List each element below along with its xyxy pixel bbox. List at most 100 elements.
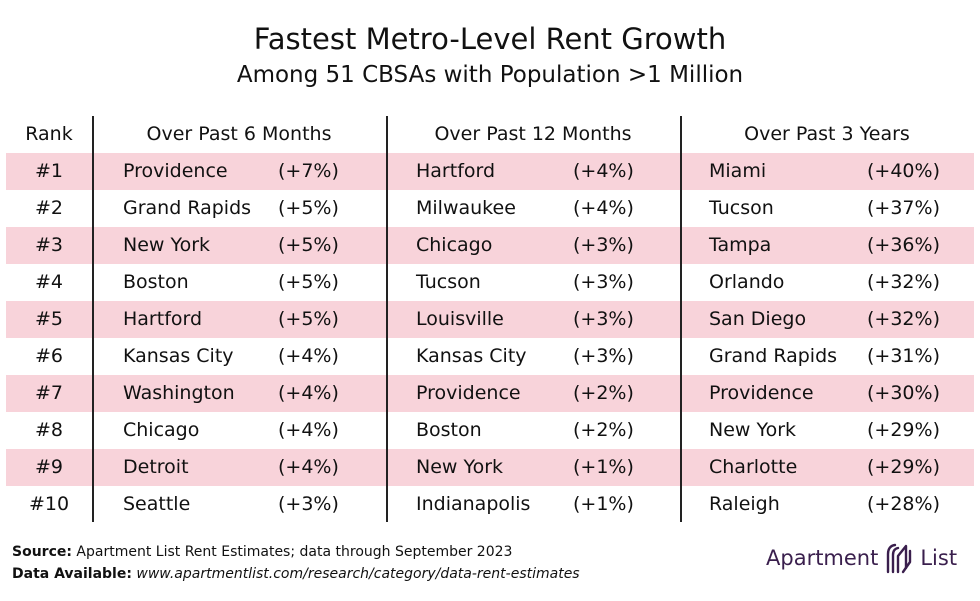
- table-row: #7 Washington (+4%) Providence (+2%) Providen…: [6, 375, 974, 412]
- rank-cell: #6: [34, 345, 63, 367]
- three-year-city: Charlotte: [709, 456, 798, 478]
- rent-growth-table: Rank Over Past 6 Months Over Past 12 Mon…: [6, 116, 974, 523]
- three-year-change: (+36%): [867, 234, 940, 256]
- three-year-change: (+40%): [867, 160, 940, 182]
- rank-cell: #9: [34, 456, 63, 478]
- twelve-month-city: Milwaukee: [416, 197, 516, 219]
- rank-cell: #4: [34, 271, 63, 293]
- rank-cell: #1: [34, 160, 63, 182]
- source-line: Source: Apartment List Rent Estimates; d…: [12, 544, 512, 560]
- chart-subtitle: Among 51 CBSAs with Population >1 Millio…: [236, 62, 744, 88]
- twelve-month-city: Louisville: [416, 308, 504, 330]
- table-row: #3 New York (+5%) Chicago (+3%) Tampa (+36%): [6, 227, 974, 264]
- three-year-change: (+32%): [867, 308, 940, 330]
- six-month-change: (+3%): [278, 493, 339, 515]
- twelve-month-change: (+3%): [573, 234, 634, 256]
- column-divider: [92, 116, 94, 522]
- twelve-month-change: (+2%): [573, 382, 634, 404]
- table-row: #1 Providence (+7%) Hartford (+4%) Miami (+40%…: [6, 153, 974, 190]
- six-month-change: (+4%): [278, 382, 339, 404]
- table-header-row: Rank Over Past 6 Months Over Past 12 Mon…: [6, 116, 974, 153]
- six-month-change: (+5%): [278, 271, 339, 293]
- table-body: #1 Providence (+7%) Hartford (+4%) Miami (+40%…: [6, 153, 974, 523]
- twelve-month-change: (+3%): [573, 271, 634, 293]
- twelve-month-change: (+2%): [573, 419, 634, 441]
- rank-cell: #7: [34, 382, 63, 404]
- six-month-city: Chicago: [123, 419, 200, 441]
- rank-cell: #10: [28, 493, 70, 515]
- table-row: #4 Boston (+5%) Tucson (+3%) Orlando (+32%): [6, 264, 974, 301]
- three-year-change: (+30%): [867, 382, 940, 404]
- twelve-month-change: (+3%): [573, 308, 634, 330]
- six-month-city: Kansas City: [123, 345, 234, 367]
- twelve-month-change: (+3%): [573, 345, 634, 367]
- data-available-line: Data Available: www.apartmentlist.com/re…: [12, 566, 580, 582]
- twelve-month-change: (+1%): [573, 456, 634, 478]
- three-year-change: (+37%): [867, 197, 940, 219]
- table-row: #8 Chicago (+4%) Boston (+2%) New York (+29%): [6, 412, 974, 449]
- twelve-month-city: Hartford: [416, 160, 496, 182]
- data-url: www.apartmentlist.com/research/category/…: [136, 566, 580, 582]
- three-year-city: San Diego: [709, 308, 807, 330]
- table-row: #9 Detroit (+4%) New York (+1%) Charlotte (+29…: [6, 449, 974, 486]
- six-month-change: (+5%): [278, 234, 339, 256]
- six-month-city: Seattle: [123, 493, 191, 515]
- logo-word-apartment: Apartment: [766, 546, 879, 570]
- table-row: #2 Grand Rapids (+5%) Milwaukee (+4%) Tucson (…: [6, 190, 974, 227]
- six-month-change: (+7%): [278, 160, 339, 182]
- logo-word-list: List: [920, 546, 958, 570]
- six-month-change: (+4%): [278, 419, 339, 441]
- header-three-years: Over Past 3 Years: [744, 123, 910, 145]
- twelve-month-city: New York: [416, 456, 504, 478]
- six-month-change: (+4%): [278, 456, 339, 478]
- header-six-months: Over Past 6 Months: [146, 123, 332, 145]
- three-year-city: Grand Rapids: [709, 345, 838, 367]
- header-rank: Rank: [25, 123, 73, 145]
- twelve-month-city: Tucson: [416, 271, 481, 293]
- six-month-city: New York: [123, 234, 211, 256]
- rank-cell: #5: [34, 308, 63, 330]
- three-year-change: (+28%): [867, 493, 940, 515]
- six-month-city: Washington: [123, 382, 235, 404]
- table-row: #10 Seattle (+3%) Indianapolis (+1%) Raleigh (…: [6, 486, 974, 523]
- three-year-city: Providence: [709, 382, 814, 404]
- three-year-change: (+29%): [867, 419, 940, 441]
- three-year-change: (+29%): [867, 456, 940, 478]
- six-month-change: (+5%): [278, 308, 339, 330]
- six-month-city: Boston: [123, 271, 189, 293]
- twelve-month-city: Boston: [416, 419, 482, 441]
- three-year-city: Raleigh: [709, 493, 780, 515]
- apartment-list-logo-icon: [887, 543, 912, 574]
- table-row: #6 Kansas City (+4%) Kansas City (+3%) Grand …: [6, 338, 974, 375]
- twelve-month-city: Kansas City: [416, 345, 527, 367]
- three-year-city: New York: [709, 419, 797, 441]
- six-month-city: Providence: [123, 160, 228, 182]
- column-divider: [386, 116, 388, 522]
- six-month-city: Detroit: [123, 456, 189, 478]
- chart-title: Fastest Metro-Level Rent Growth: [253, 22, 727, 56]
- twelve-month-city: Indianapolis: [416, 493, 531, 515]
- twelve-month-city: Chicago: [416, 234, 493, 256]
- source-text: Apartment List Rent Estimates; data thro…: [76, 544, 513, 560]
- table-row: #5 Hartford (+5%) Louisville (+3%) San Diego (…: [6, 301, 974, 338]
- apartment-list-logo: Apartment List: [766, 540, 957, 576]
- rank-cell: #2: [34, 197, 63, 219]
- six-month-city: Grand Rapids: [123, 197, 252, 219]
- three-year-city: Tucson: [709, 197, 774, 219]
- twelve-month-city: Providence: [416, 382, 521, 404]
- twelve-month-change: (+4%): [573, 197, 634, 219]
- column-divider: [680, 116, 682, 522]
- source-label: Source:: [12, 544, 72, 560]
- three-year-change: (+32%): [867, 271, 940, 293]
- three-year-city: Tampa: [709, 234, 772, 256]
- three-year-city: Orlando: [709, 271, 785, 293]
- rank-cell: #8: [34, 419, 63, 441]
- six-month-change: (+4%): [278, 345, 339, 367]
- twelve-month-change: (+1%): [573, 493, 634, 515]
- header-twelve-months: Over Past 12 Months: [434, 123, 632, 145]
- three-year-change: (+31%): [867, 345, 940, 367]
- data-available-label: Data Available:: [12, 566, 132, 582]
- six-month-city: Hartford: [123, 308, 203, 330]
- twelve-month-change: (+4%): [573, 160, 634, 182]
- six-month-change: (+5%): [278, 197, 339, 219]
